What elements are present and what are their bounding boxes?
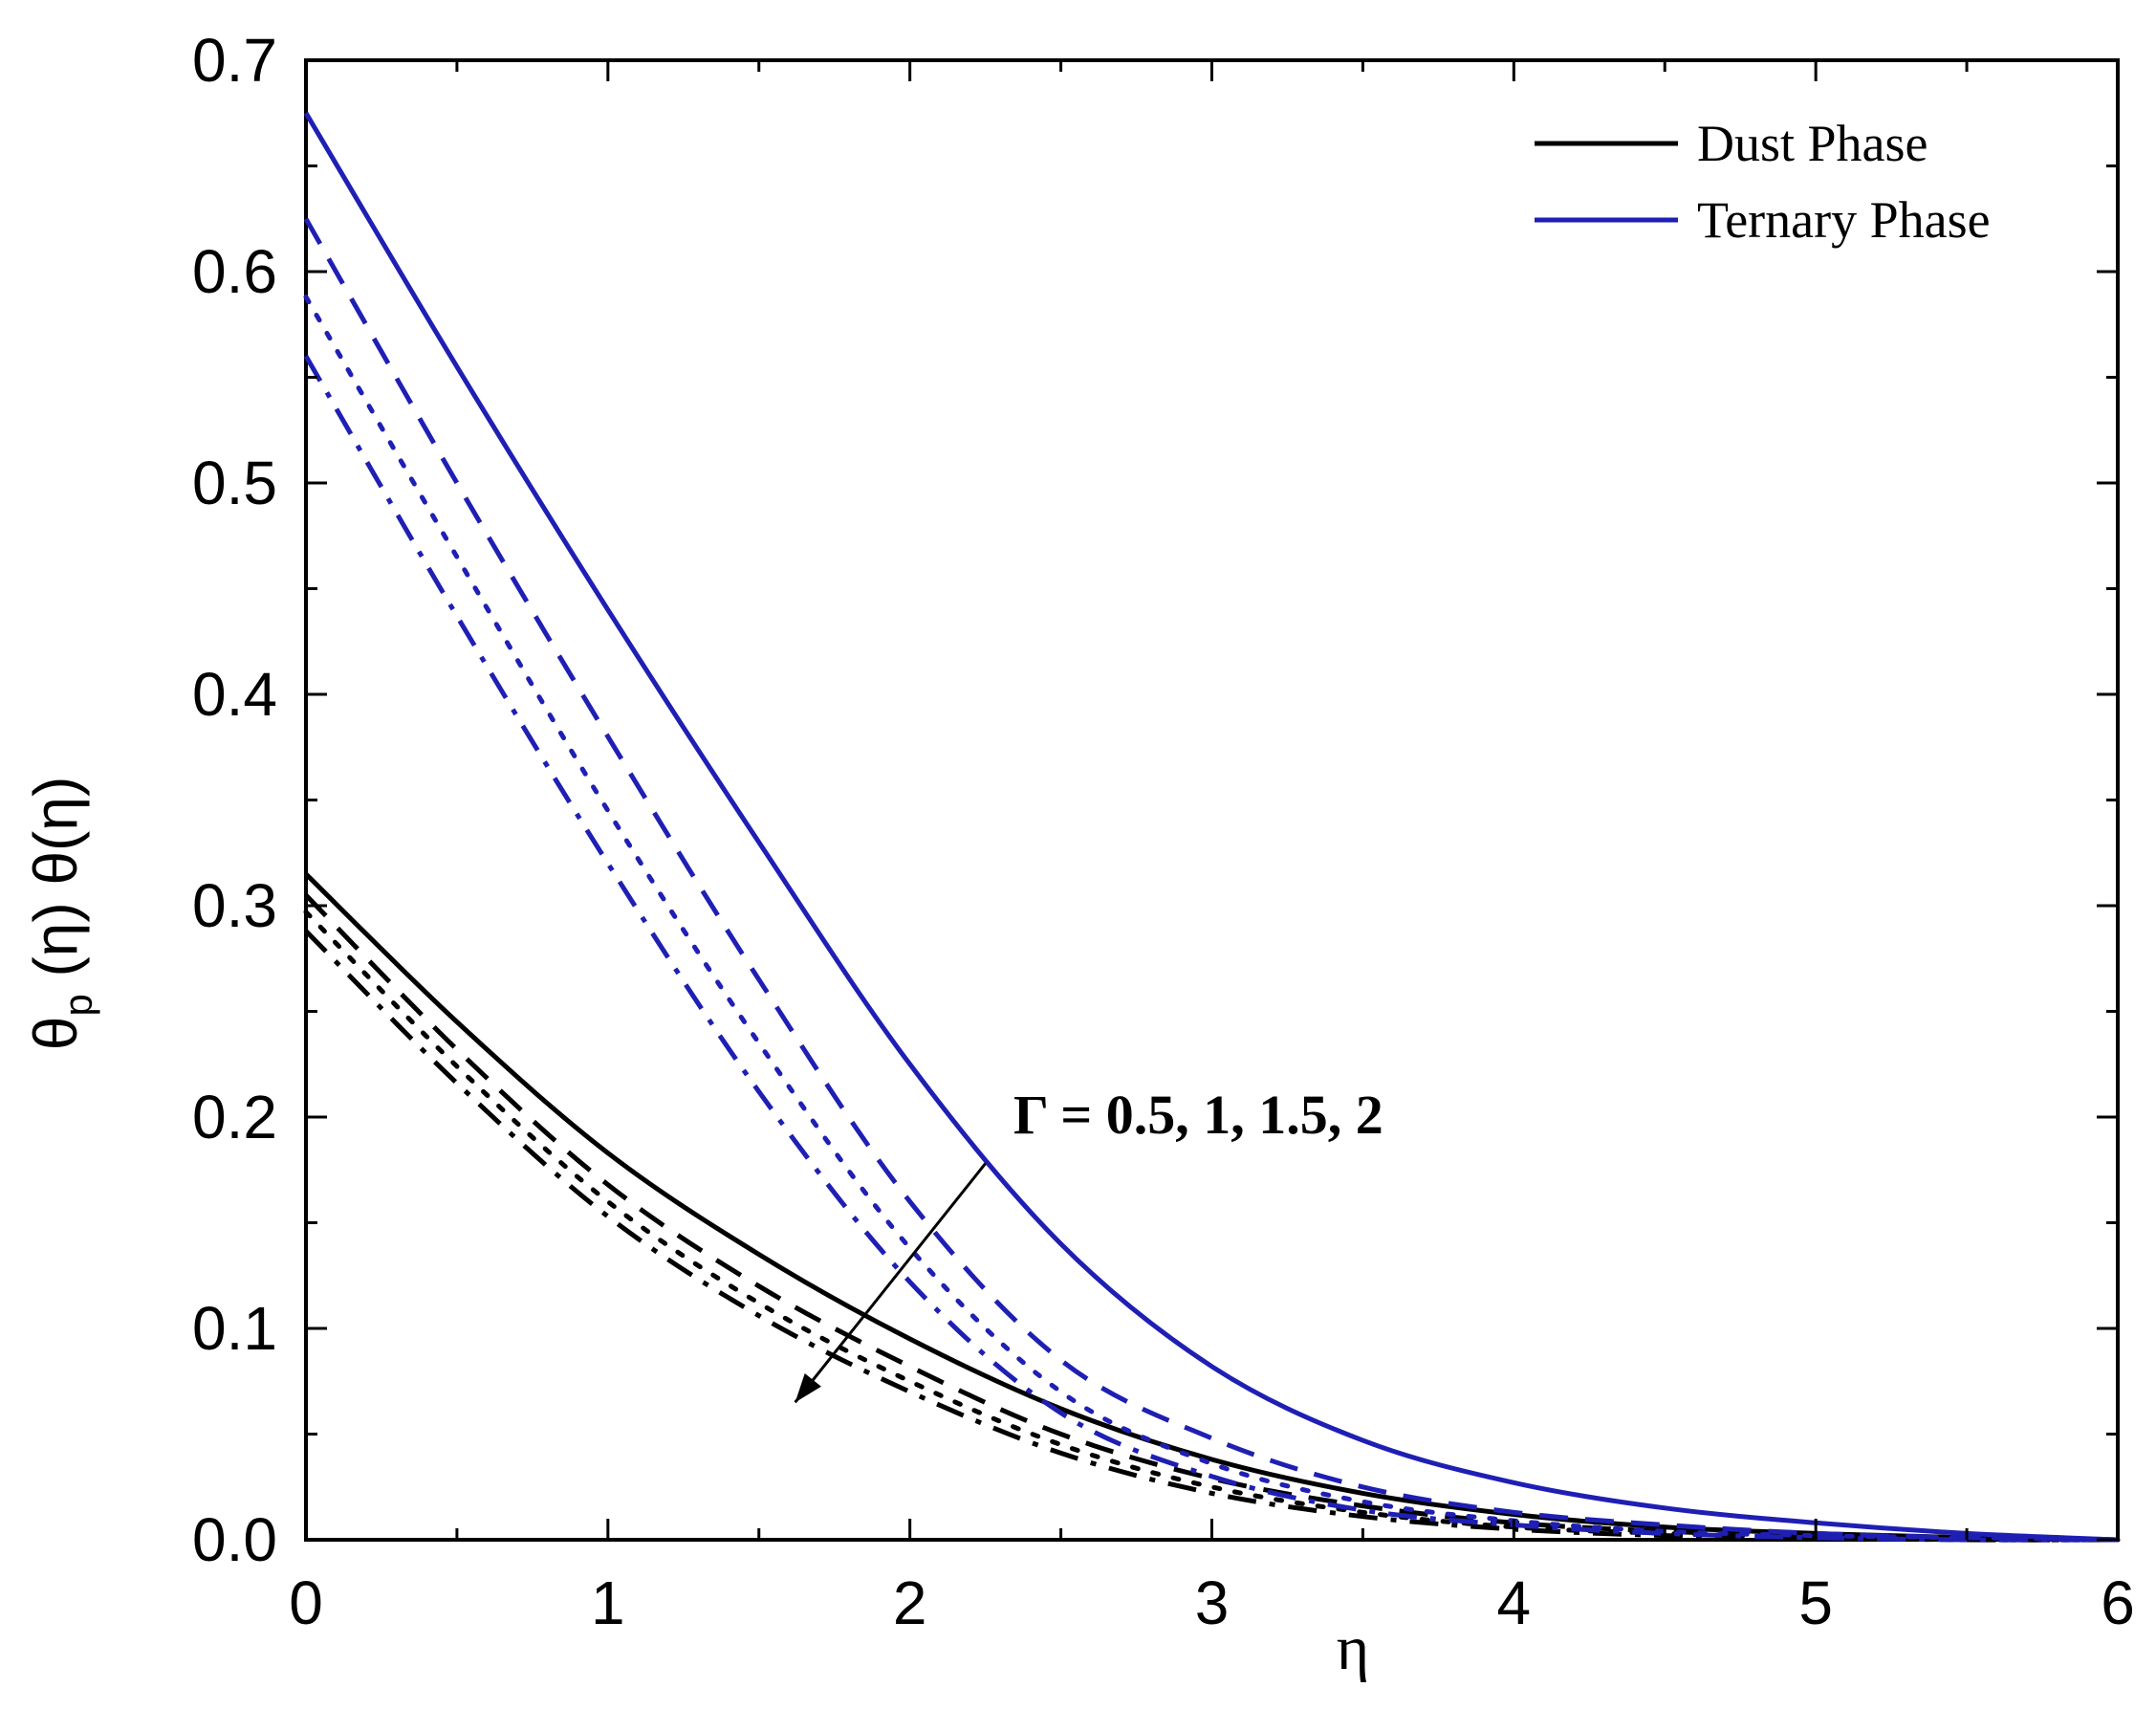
y-tick-label: 0.7: [192, 26, 277, 95]
y-tick-label: 0.1: [192, 1294, 277, 1363]
ticks-layer: 0 1 2 3 4 5 6 0.0 0.1 0.2 0.3 0.4 0.5 0.6 0.7: [192, 26, 2135, 1637]
y-axis-label-theta: θ: [21, 1017, 90, 1051]
series-line-ternary-solid: [303, 111, 2119, 1543]
annotation-layer: Γ = 0.5, 1, 1.5, 2: [794, 1084, 1383, 1404]
y-tick-label: 0.2: [192, 1083, 277, 1151]
y-tick-label: 0.4: [192, 660, 277, 729]
annotation-label: Γ = 0.5, 1, 1.5, 2: [1013, 1084, 1383, 1146]
x-tick-label: 0: [289, 1568, 323, 1637]
x-tick-label: 2: [893, 1568, 927, 1637]
axis-labels: η θp (η) θ(η): [21, 777, 1369, 1683]
y-tick-label: 0.3: [192, 871, 277, 940]
series-line-dust-dotted: [303, 910, 2121, 1543]
y-axis-label-subscript: p: [55, 994, 100, 1016]
x-tick-label: 5: [1798, 1568, 1833, 1637]
x-axis-label: η: [1337, 1613, 1370, 1683]
y-axis-label-rest: (η) θ(η): [21, 777, 90, 995]
annotation-arrow: [794, 1162, 987, 1404]
x-tick-label: 4: [1497, 1568, 1532, 1637]
series-line-dust-dashdot: [304, 929, 2119, 1543]
series-line-ternary-dotted: [303, 295, 2121, 1543]
series-line-ternary-dashed: [303, 217, 2119, 1543]
annotation-arrowhead: [795, 1373, 821, 1403]
y-tick-label: 0.6: [192, 237, 277, 306]
series-layer: [303, 111, 2121, 1543]
series-line-dust-solid: [304, 872, 2119, 1543]
legend: Dust Phase Ternary Phase: [1535, 115, 1991, 249]
legend-label: Dust Phase: [1697, 115, 1928, 172]
y-tick-label: 0.0: [192, 1505, 277, 1574]
x-tick-label: 6: [2101, 1568, 2135, 1637]
x-tick-label: 1: [591, 1568, 625, 1637]
series-line-ternary-dashdot: [303, 355, 2119, 1543]
y-axis-label: θp (η) θ(η): [21, 777, 100, 1051]
x-tick-label: 3: [1195, 1568, 1230, 1637]
y-tick-label: 0.5: [192, 449, 277, 517]
plot-border: [304, 58, 2120, 1542]
plot-frame: [304, 58, 2120, 1542]
legend-label: Ternary Phase: [1697, 191, 1991, 249]
series-line-dust-dashed: [304, 893, 2119, 1543]
